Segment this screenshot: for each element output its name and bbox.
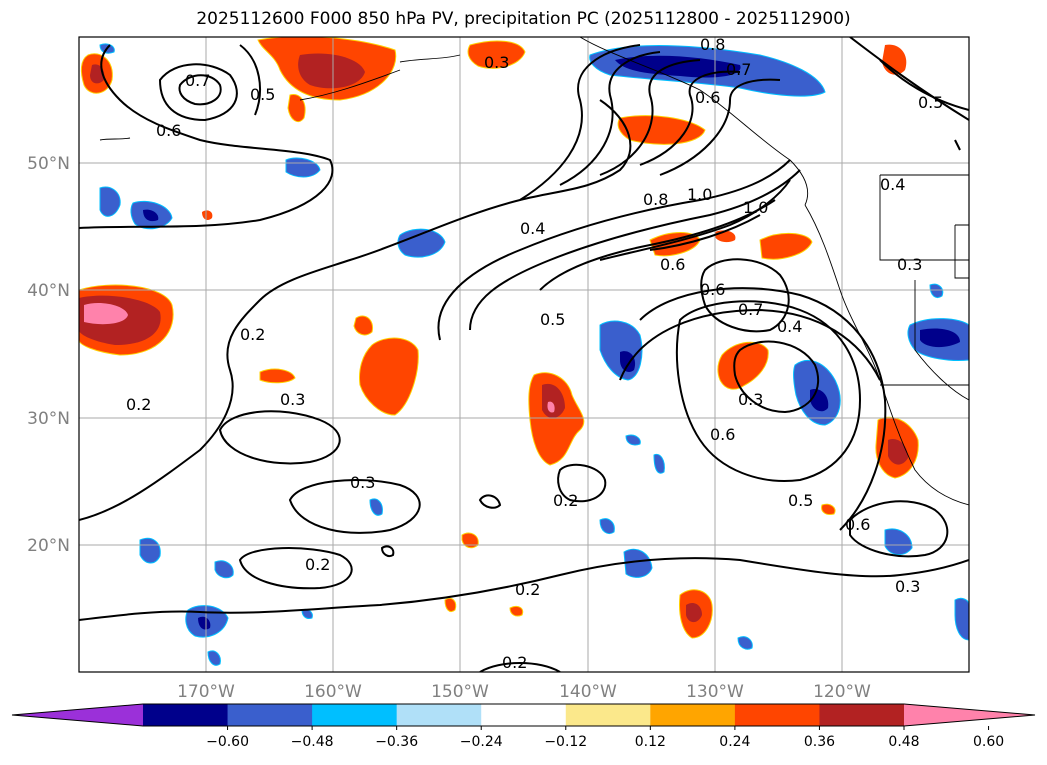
colorbar-tick-label: 0.12 [635, 734, 666, 750]
contour-label: 0.7 [185, 71, 210, 90]
contour-labels: 0.7 0.6 0.5 0.3 0.8 0.7 0.6 0.5 0.4 0.8 … [126, 35, 943, 672]
graticule [79, 37, 969, 672]
contour-label: 0.5 [788, 491, 813, 510]
colorbar: −0.60 −0.48 −0.36 −0.24 −0.12 0.12 0.24 0.36 0.4… [11, 703, 1036, 750]
lon-label: 170°W [177, 682, 235, 702]
colorbar-bin [734, 704, 820, 726]
lon-label: 130°W [686, 682, 744, 702]
colorbar-tick-label: −0.48 [291, 734, 334, 750]
contour-label: 0.6 [156, 121, 181, 140]
colorbar-bin [396, 704, 482, 726]
lon-label: 140°W [559, 682, 617, 702]
contour-label: 0.3 [738, 390, 763, 409]
contour-label: 0.7 [726, 60, 751, 79]
colorbar-tick-label: 0.60 [973, 734, 1004, 750]
colorbar-outline [11, 703, 1036, 727]
contour-label: 0.6 [660, 255, 685, 274]
lon-label: 160°W [304, 682, 362, 702]
contour-label: 0.5 [918, 93, 943, 112]
colorbar-tick-label: 0.48 [888, 734, 919, 750]
lon-label: 120°W [813, 682, 871, 702]
lat-label: 20°N [27, 536, 70, 556]
contour-label: 0.4 [777, 317, 802, 336]
contour-label: 0.8 [700, 35, 725, 54]
contour-label: 0.2 [553, 491, 578, 510]
contour-label: 0.3 [350, 473, 375, 492]
lat-label: 40°N [27, 281, 70, 301]
contour-label: 1.0 [743, 198, 768, 217]
contour-label: 0.2 [502, 653, 527, 672]
contour-label: 0.2 [305, 555, 330, 574]
contour-label: 0.3 [897, 255, 922, 274]
contour-label: 0.2 [515, 580, 540, 599]
colorbar-bin [819, 704, 905, 726]
contour-label: 0.6 [700, 280, 725, 299]
map-frame [78, 36, 970, 673]
contour-label: 0.3 [280, 390, 305, 409]
precip-positive-patches [79, 37, 919, 639]
colorbar-tick-label: −0.12 [544, 734, 587, 750]
colorbar-tick-label: 0.36 [804, 734, 835, 750]
colorbar-bin [481, 704, 567, 726]
contour-label: 0.7 [738, 300, 763, 319]
contour-label: 0.6 [710, 425, 735, 444]
contour-label: 0.2 [126, 395, 151, 414]
latitude-labels: 50°N 40°N 30°N 20°N [27, 154, 70, 556]
contour-label: 0.3 [484, 53, 509, 72]
contour-label: 0.2 [240, 325, 265, 344]
contour-label: 0.6 [695, 88, 720, 107]
precip-negative-patches [99, 43, 969, 666]
map-title: 2025112600 F000 850 hPa PV, precipitatio… [196, 9, 851, 29]
contour-label: 1.0 [687, 185, 712, 204]
lon-label: 150°W [431, 682, 489, 702]
colorbar-bin [565, 704, 651, 726]
contour-label: 0.8 [643, 190, 668, 209]
lat-label: 30°N [27, 409, 70, 429]
colorbar-tick-label: −0.36 [375, 734, 418, 750]
colorbar-bin [650, 704, 736, 726]
contour-label: 0.5 [540, 310, 565, 329]
contour-label: 0.4 [880, 175, 905, 194]
colorbar-bin [312, 704, 398, 726]
contour-label: 0.6 [845, 515, 870, 534]
lat-label: 50°N [27, 154, 70, 174]
colorbar-tick-label: −0.60 [206, 734, 249, 750]
contour-label: 0.3 [895, 577, 920, 596]
contour-label: 0.4 [520, 219, 545, 238]
longitude-labels: 170°W 160°W 150°W 140°W 130°W 120°W [177, 682, 871, 702]
colorbar-tick-label: 0.24 [719, 734, 750, 750]
pv-contours [79, 37, 969, 672]
colorbar-tick-label: −0.24 [460, 734, 503, 750]
colorbar-bin [227, 704, 313, 726]
contour-label: 0.5 [250, 85, 275, 104]
colorbar-extend-high [904, 704, 1035, 726]
precip-anomaly-fill [79, 37, 969, 666]
colorbar-extend-low [12, 704, 143, 726]
colorbar-bin [143, 704, 229, 726]
